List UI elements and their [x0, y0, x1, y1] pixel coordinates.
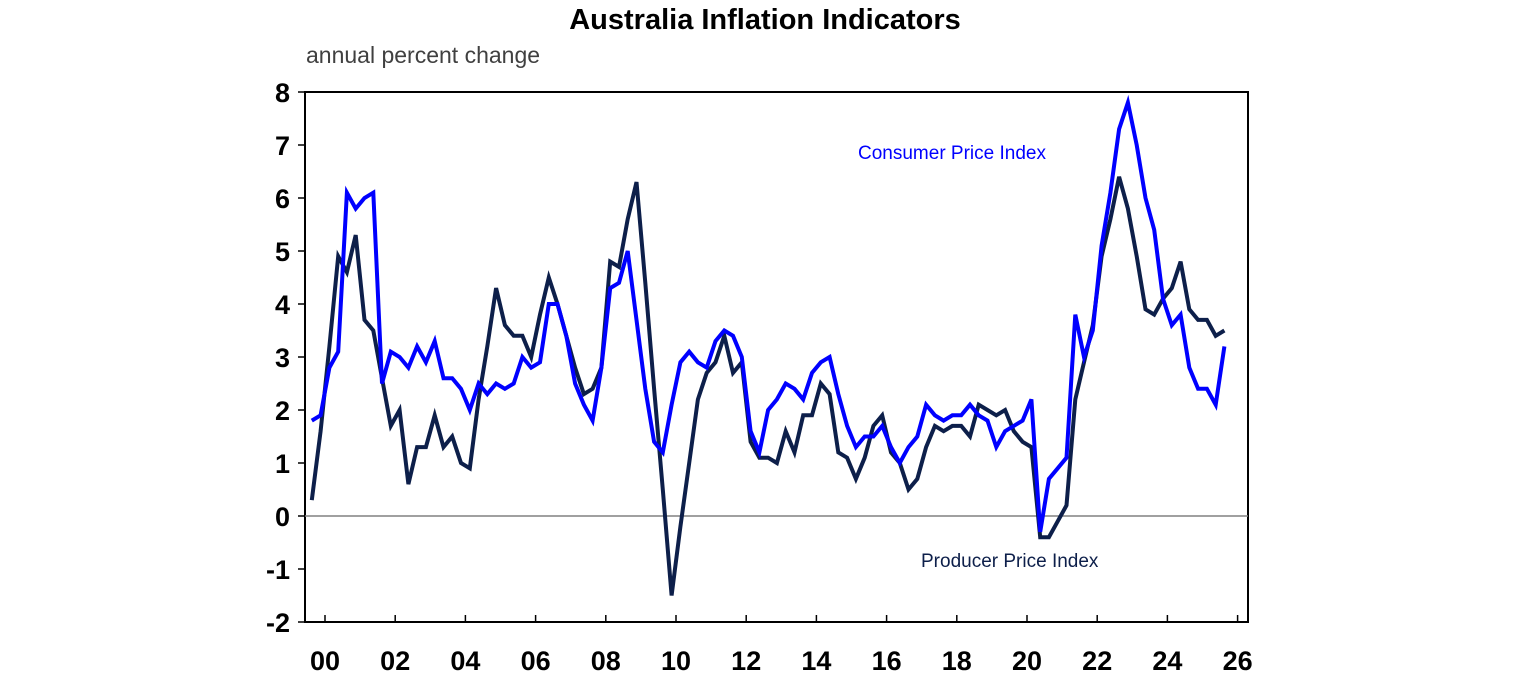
- series-line-ppi: [309, 176, 1226, 596]
- x-tick-label: 12: [731, 646, 761, 676]
- x-tick-label: 24: [1152, 646, 1182, 676]
- series-line-cpi: [310, 94, 1227, 533]
- x-tick-label: 22: [1082, 646, 1112, 676]
- y-axis: -2 -1 0 1 2 3 4 5 6 7 8: [266, 78, 305, 638]
- plot-frame: [304, 91, 1249, 623]
- y-tick-label: 6: [275, 184, 290, 214]
- x-axis: 00 02 04 06 08 10 12 14 16 18 20 22 24 26: [310, 615, 1253, 676]
- chart-subtitle: annual percent change: [306, 42, 540, 68]
- y-tick-label: 2: [275, 396, 290, 426]
- y-tick-label: -1: [266, 555, 290, 585]
- y-tick-label: 8: [275, 78, 290, 108]
- y-tick-label: 3: [275, 343, 290, 373]
- y-tick-label: 1: [275, 449, 290, 479]
- x-tick-label: 04: [450, 646, 480, 676]
- x-tick-label: 14: [801, 646, 831, 676]
- x-tick-label: 18: [942, 646, 972, 676]
- x-tick-label: 02: [380, 646, 410, 676]
- series-lines: [309, 94, 1227, 596]
- x-tick-label: 00: [310, 646, 340, 676]
- x-tick-label: 10: [661, 646, 691, 676]
- legend-label-cpi: Consumer Price Index: [858, 143, 1046, 164]
- y-tick-label: 5: [275, 237, 290, 267]
- x-tick-label: 06: [521, 646, 551, 676]
- chart-title: Australia Inflation Indicators: [569, 4, 961, 36]
- y-tick-label: 7: [275, 131, 290, 161]
- y-tick-label: 0: [275, 502, 290, 532]
- x-tick-label: 20: [1012, 646, 1042, 676]
- y-tick-label: 4: [275, 290, 290, 320]
- legend-label-ppi: Producer Price Index: [921, 551, 1099, 572]
- x-tick-label: 08: [591, 646, 621, 676]
- x-tick-label: 16: [872, 646, 902, 676]
- y-tick-label: -2: [266, 608, 290, 638]
- x-tick-label: 26: [1223, 646, 1253, 676]
